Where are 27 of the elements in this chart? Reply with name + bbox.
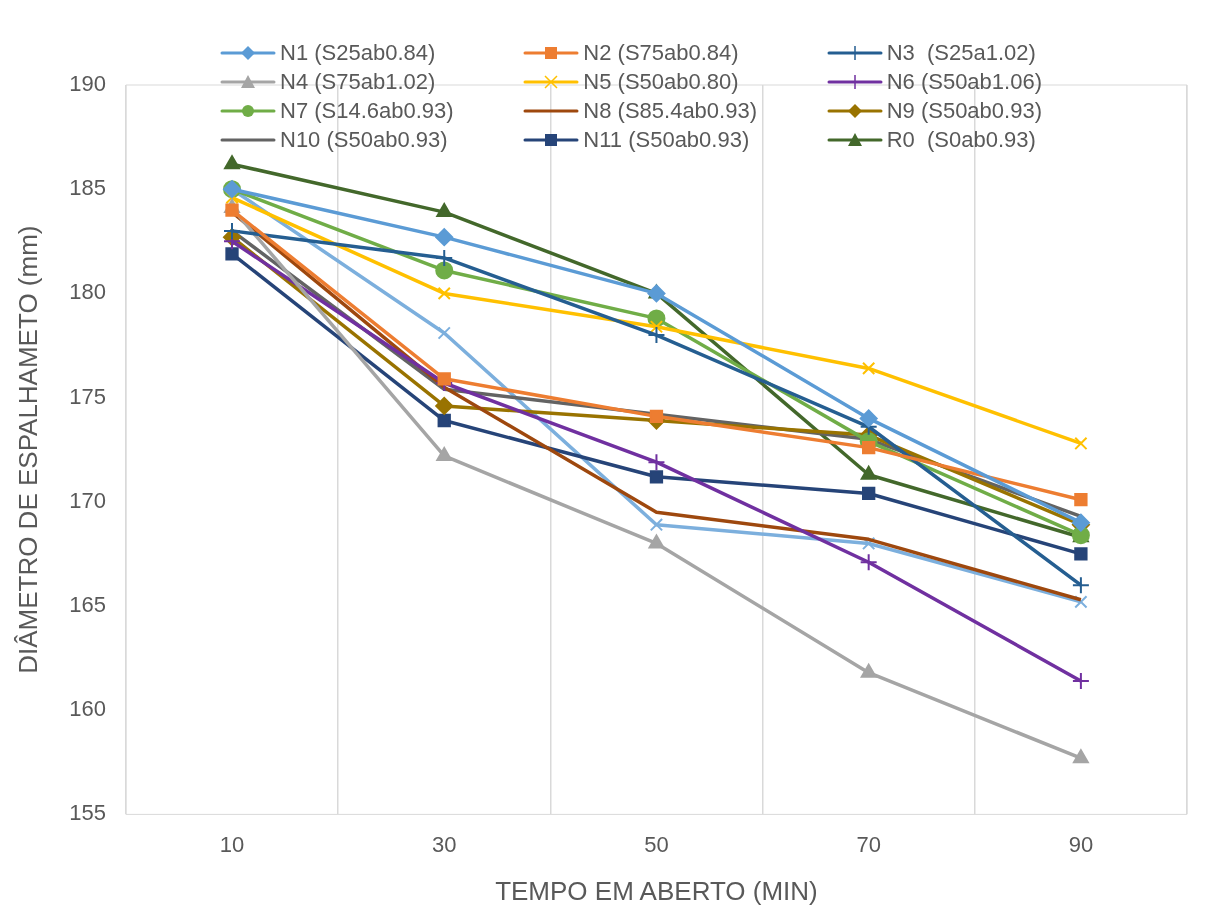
x-tick-label: 30	[431, 831, 457, 857]
y-tick-label: 180	[69, 279, 106, 305]
legend-label: N10 (S50ab0.93)	[280, 127, 448, 153]
x-tick-label: 10	[219, 831, 245, 857]
legend-label: N3 (S25a1.02)	[886, 40, 1036, 66]
x-tick-label: 50	[644, 831, 669, 857]
legend-label: N5 (S50ab0.80)	[583, 69, 739, 95]
legend-label: N2 (S75ab0.84)	[583, 40, 739, 66]
legend-label: N9 (S50ab0.93)	[886, 98, 1042, 124]
x-tick-label: 70	[856, 831, 881, 857]
x-axis-title: TEMPO EM ABERTO (MIN)	[495, 875, 818, 906]
y-tick-label: 170	[69, 487, 106, 513]
y-tick-label: 175	[69, 383, 106, 409]
legend-label: N7 (S14.6ab0.93)	[280, 98, 454, 124]
legend-label: N6 (S50ab1.06)	[886, 69, 1042, 95]
y-tick-label: 160	[69, 696, 106, 722]
y-tick-label: 165	[69, 592, 106, 618]
y-axis-title: DIÂMETRO DE ESPALHAMETO (mm)	[12, 225, 43, 674]
legend-label: N8 (S85.4ab0.93)	[583, 98, 757, 124]
legend-label: N4 (S75ab1.02)	[280, 69, 436, 95]
y-tick-label: 155	[69, 800, 106, 826]
legend-label: N1 (S25ab0.84)	[280, 40, 436, 66]
x-tick-label: 90	[1068, 831, 1094, 857]
y-tick-label: 190	[69, 71, 106, 97]
legend-label: N11 (S50ab0.93)	[583, 127, 750, 153]
legend-label: R0 (S0ab0.93)	[886, 127, 1036, 153]
y-tick-label: 185	[69, 175, 106, 201]
